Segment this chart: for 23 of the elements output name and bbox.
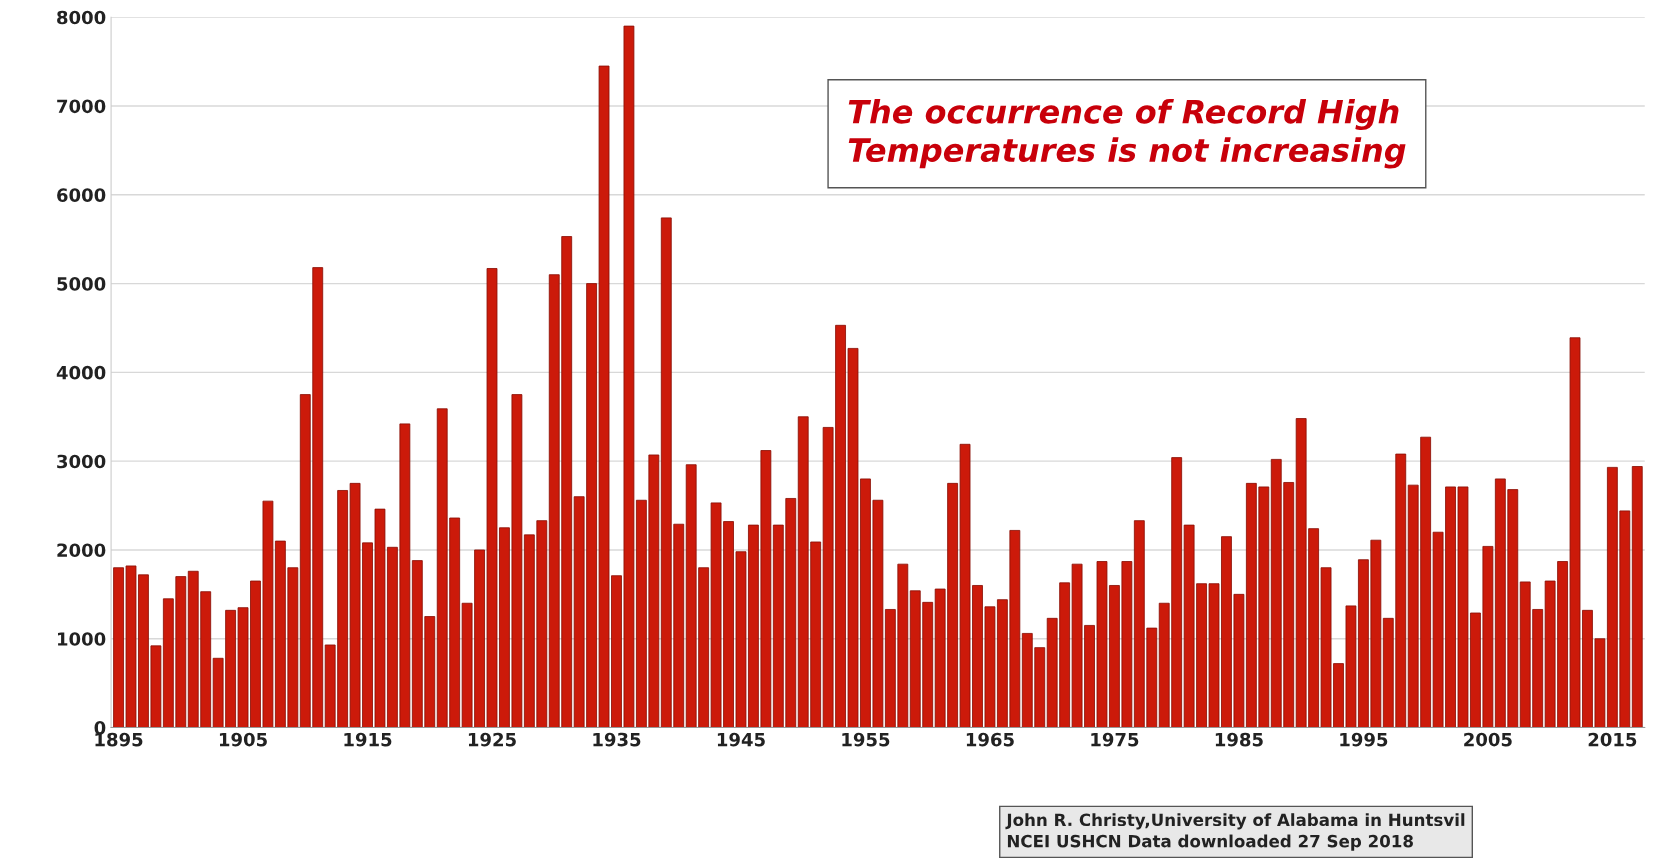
y-tick-label: 6000 — [57, 188, 106, 202]
x-tick-label: 1955 — [842, 732, 890, 747]
annotation: The occurrence of Record High Temperatures is not increasing — [848, 98, 1406, 169]
text: John R. Christy,University of Alabama in Huntsvil NCEI USHCN Data downloaded 27 Sep 2018 — [1005, 813, 1465, 851]
x-tick-label: 1975 — [1091, 732, 1139, 747]
y-tick-label: 4000 — [56, 365, 106, 380]
y-tick-label: 7000 — [57, 99, 106, 114]
y-tick-label: 2000 — [57, 543, 106, 558]
x-tick-label: 1995 — [1340, 732, 1388, 747]
x-tick-label: 1915 — [344, 732, 392, 747]
x-tick-label: 1905 — [219, 732, 267, 747]
x-tick-label: 1925 — [468, 732, 516, 747]
bar — [1631, 466, 1643, 728]
x-tick-label: 1985 — [1215, 732, 1263, 747]
x-tick-label: 1935 — [593, 732, 641, 747]
y-tick-label: 1000 — [58, 632, 106, 646]
y-tick-label: 8000 — [57, 10, 106, 25]
x-tick-label: 1945 — [717, 732, 765, 747]
x-tick-label: 2005 — [1464, 732, 1512, 747]
y-tick-label: 5000 — [57, 277, 106, 291]
x-tick-label: 2015 — [1588, 732, 1637, 747]
x-tick-label: 1965 — [966, 732, 1014, 747]
y-tick-label: 3000 — [57, 454, 106, 469]
